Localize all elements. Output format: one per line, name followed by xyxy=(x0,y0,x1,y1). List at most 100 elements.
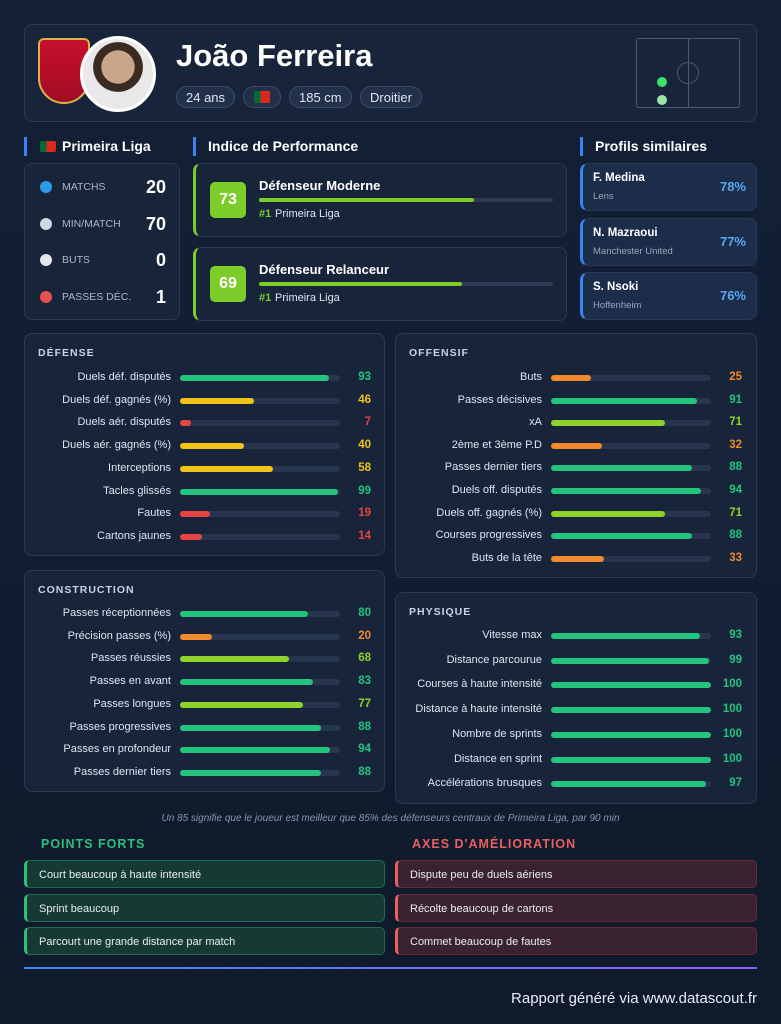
stat-value: 68 xyxy=(358,652,371,665)
stat-label: Buts de la tête xyxy=(471,551,542,564)
stat-label: Cartons jaunes xyxy=(97,529,171,542)
stat-bar xyxy=(551,397,697,404)
list-title: AXES D'AMÉLIORATION xyxy=(412,837,577,851)
stat-value: 94 xyxy=(729,484,742,496)
stat-label: Distance à haute intensité xyxy=(415,703,542,716)
stat-label: Fautes xyxy=(137,507,171,520)
stat-bar xyxy=(180,769,321,776)
stat-track xyxy=(551,442,711,449)
stat-value: 1 xyxy=(155,286,166,307)
stat-track xyxy=(551,555,711,562)
footnote: Un 85 signifie que le joueur est meilleu… xyxy=(161,813,620,824)
stat-label: Interceptions xyxy=(108,461,171,474)
similar-card xyxy=(580,163,757,211)
performance-league: Primeira Liga xyxy=(275,292,340,304)
stat-bar xyxy=(551,420,665,427)
list-item: Court beaucoup à haute intensité xyxy=(24,860,385,888)
stat-label: Tacles glissés xyxy=(103,484,171,497)
position-dot xyxy=(657,95,667,105)
stat-value: 83 xyxy=(358,675,371,688)
performance-league: Primeira Liga xyxy=(275,208,340,220)
stat-value: 100 xyxy=(722,752,742,765)
stat-value: 100 xyxy=(722,703,742,716)
stat-bar xyxy=(551,633,700,639)
stat-bar xyxy=(180,488,339,495)
stat-bar xyxy=(551,533,692,540)
list-item: Récolte beaucoup de cartons xyxy=(395,894,757,922)
stat-bar xyxy=(180,611,308,617)
stat-label: Distance parcourue xyxy=(446,653,542,666)
stat-bar xyxy=(551,731,711,738)
section-marker xyxy=(193,137,196,156)
section-marker xyxy=(580,137,583,156)
stat-value: 71 xyxy=(729,506,742,519)
stat-value: 99 xyxy=(358,484,371,497)
section-title: CONSTRUCTION xyxy=(38,584,135,596)
stat-bar xyxy=(180,747,331,754)
stat-value: 25 xyxy=(729,371,742,383)
stat-label: Passes dernier tiers xyxy=(73,765,171,778)
stat-bar xyxy=(180,443,244,450)
stat-track xyxy=(180,533,340,540)
section-card xyxy=(395,333,757,578)
stat-value: 88 xyxy=(358,720,371,733)
stat-value: 40 xyxy=(358,439,371,452)
stat-value: 99 xyxy=(729,653,742,666)
stat-bar xyxy=(180,633,212,640)
footer: Rapport généré via www.datascout.fr xyxy=(511,990,757,1007)
section-marker xyxy=(24,137,27,156)
stat-value: 88 xyxy=(729,529,742,542)
performance-bar xyxy=(259,282,462,286)
stat-value: 0 xyxy=(155,250,166,270)
stat-label: xA xyxy=(529,416,542,429)
performance-bar xyxy=(259,198,474,202)
stat-label: Courses progressives xyxy=(435,529,542,542)
stat-label: Duels off. gagnés (%) xyxy=(436,506,542,519)
list-item: Commet beaucoup de fautes xyxy=(395,927,757,955)
stat-bar xyxy=(551,510,665,517)
stat-bar xyxy=(551,555,604,562)
similar-name: N. Mazraoui xyxy=(593,227,658,239)
stat-bar xyxy=(551,682,711,689)
stat-bar xyxy=(551,442,603,449)
stat-bar xyxy=(180,397,254,404)
pitch-circle xyxy=(677,62,699,84)
stat-track xyxy=(180,443,340,450)
player-tag: 185 cm xyxy=(289,86,352,108)
stat-label: Courses à haute intensité xyxy=(417,678,542,691)
section-title: Profils similaires xyxy=(595,138,708,154)
stat-value: 70 xyxy=(145,213,166,234)
stat-label: Passes en profondeur xyxy=(63,743,171,756)
stat-bar xyxy=(180,375,329,381)
stat-bar xyxy=(180,420,192,427)
similar-name: S. Nsoki xyxy=(593,281,639,293)
stat-value: 88 xyxy=(729,461,742,474)
stat-label: Passes progressives xyxy=(69,720,172,733)
stat-value: 7 xyxy=(364,416,371,429)
stat-bar xyxy=(551,488,702,494)
stat-bar xyxy=(180,465,273,472)
stat-bar xyxy=(180,511,211,518)
stat-label: Duels aér. gagnés (%) xyxy=(62,439,171,452)
similar-name: F. Medina xyxy=(593,172,645,184)
similar-card xyxy=(580,272,757,320)
stat-value: 100 xyxy=(722,678,742,691)
stat-label: Duels déf. gagnés (%) xyxy=(62,393,171,406)
performance-score: 73 xyxy=(210,182,246,218)
section-title: Primeira Liga xyxy=(62,138,151,154)
performance-name: Défenseur Relanceur xyxy=(259,262,390,277)
similar-match: 77% xyxy=(719,234,746,249)
divider xyxy=(24,967,757,969)
stat-value: 46 xyxy=(358,393,371,406)
stat-value: 19 xyxy=(358,507,371,520)
stat-bar xyxy=(180,724,321,731)
similar-club: Hoffenheim xyxy=(593,300,642,311)
stat-track xyxy=(180,511,340,518)
stat-bar xyxy=(180,656,289,663)
stat-label: Précision passes (%) xyxy=(67,629,171,642)
performance-rank: #1 xyxy=(259,292,272,304)
player-photo xyxy=(80,36,156,112)
stat-label: Nombre de sprints xyxy=(452,727,542,740)
stat-track xyxy=(180,420,340,427)
stat-value: 80 xyxy=(358,607,371,619)
